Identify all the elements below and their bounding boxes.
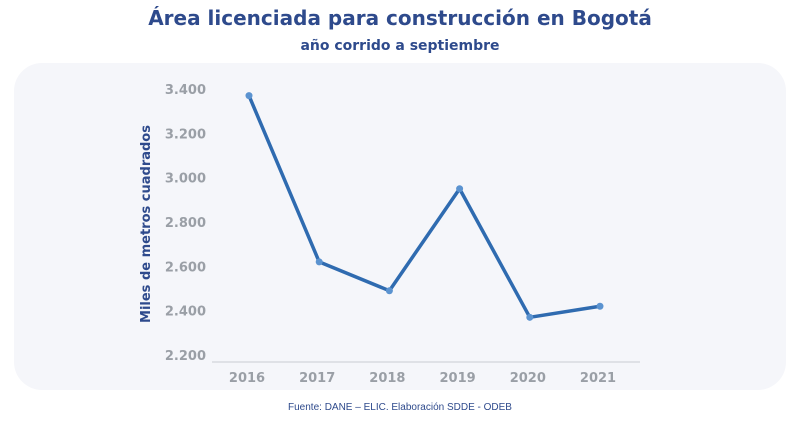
- x-tick-label: 2020: [510, 371, 546, 386]
- series-markers: [245, 92, 604, 321]
- x-tick-labels: 2016 2017 2018 2019 2020 2021: [229, 371, 616, 386]
- x-tick-label: 2017: [299, 371, 335, 386]
- data-point: [245, 92, 253, 100]
- data-point: [526, 313, 534, 321]
- x-tick-label: 2016: [229, 371, 265, 386]
- data-point: [456, 185, 464, 193]
- data-point: [315, 258, 323, 266]
- data-point: [596, 302, 604, 310]
- chart-subtitle: año corrido a septiembre: [300, 38, 500, 54]
- y-tick-label: 3.000: [165, 172, 206, 187]
- y-tick-labels: 2.200 2.400 2.600 2.800 3.000 3.200 3.400: [165, 83, 206, 364]
- series-line: [247, 93, 602, 320]
- x-tick-label: 2018: [369, 371, 405, 386]
- y-tick-label: 2.200: [165, 349, 206, 364]
- y-tick-label: 2.400: [165, 305, 206, 320]
- x-tick-label: 2021: [580, 371, 616, 386]
- y-tick-label: 3.400: [165, 83, 206, 98]
- chart-panel: [14, 63, 786, 390]
- y-tick-label: 2.800: [165, 216, 206, 231]
- chart-title: Área licenciada para construcción en Bog…: [148, 6, 652, 30]
- data-point: [385, 287, 393, 295]
- source-note: Fuente: DANE – ELIC. Elaboración SDDE - …: [288, 402, 512, 413]
- y-tick-label: 3.200: [165, 127, 206, 142]
- x-tick-label: 2019: [440, 371, 476, 386]
- y-tick-label: 2.600: [165, 260, 206, 275]
- y-axis-label: Miles de metros cuadrados: [139, 125, 154, 323]
